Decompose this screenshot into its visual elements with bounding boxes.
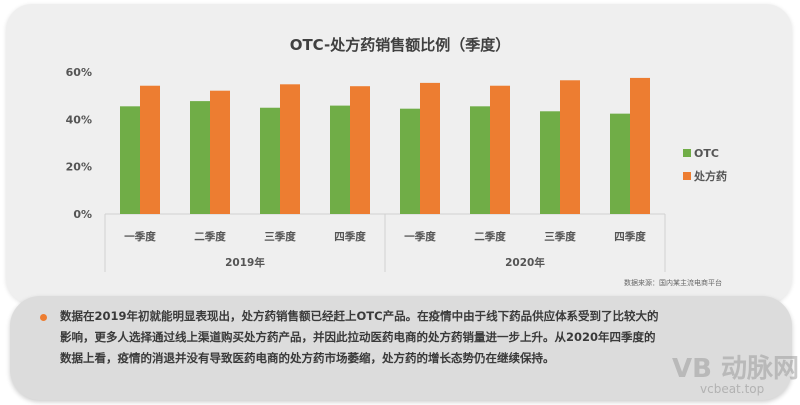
bar-rx (350, 86, 370, 214)
y-tick-label: 40% (66, 113, 92, 126)
bar-otc (260, 107, 280, 214)
bar-rx (210, 90, 230, 214)
bar-rx (560, 80, 580, 215)
group-label: 2019年 (225, 256, 265, 269)
bar-otc (470, 106, 490, 214)
data-source: 数据来源：国内某主流电商平台 (624, 279, 722, 287)
legend-label: 处方药 (693, 169, 727, 183)
x-tick-label: 三季度 (544, 230, 576, 243)
chart-title: OTC-处方药销售额比例（季度） (289, 36, 511, 54)
watermark-site: vcbeat.top (700, 382, 765, 396)
watermark-logo: VB 动脉网 (672, 354, 799, 384)
bar-otc (540, 111, 560, 214)
x-tick-label: 四季度 (334, 230, 366, 243)
bar-rx (280, 84, 300, 214)
bar-otc (190, 101, 210, 214)
bar-otc (120, 106, 140, 214)
x-tick-label: 二季度 (194, 230, 226, 243)
bar-otc (610, 113, 630, 214)
bar-rx (490, 85, 510, 214)
note-box (10, 296, 792, 400)
y-tick-label: 60% (66, 66, 92, 79)
bar-rx (140, 85, 160, 214)
bar-otc (400, 108, 420, 214)
x-tick-label: 一季度 (404, 230, 436, 243)
legend-label: OTC (694, 147, 719, 160)
x-tick-label: 三季度 (264, 230, 296, 243)
x-tick-label: 一季度 (124, 230, 156, 243)
legend-swatch (683, 172, 691, 180)
bar-otc (330, 105, 350, 214)
bar-rx (420, 82, 440, 215)
y-tick-label: 20% (66, 161, 92, 174)
x-tick-label: 二季度 (474, 230, 506, 243)
note-text: 数据在2019年初就能明显表现出，处方药销售额已经赶上OTC产品。在疫情中由于线… (60, 309, 659, 365)
bar-rx (630, 77, 650, 215)
group-label: 2020年 (505, 256, 545, 269)
x-tick-label: 四季度 (614, 230, 646, 243)
bullet-icon (40, 314, 47, 321)
bar-chart: 0% 20% 40% 60% 一季度 二季度 三季度 四季度 2019年 一季度 二季度 三季度 四季度… (66, 66, 727, 272)
y-tick-label: 0% (73, 208, 92, 221)
legend-swatch (683, 149, 691, 157)
